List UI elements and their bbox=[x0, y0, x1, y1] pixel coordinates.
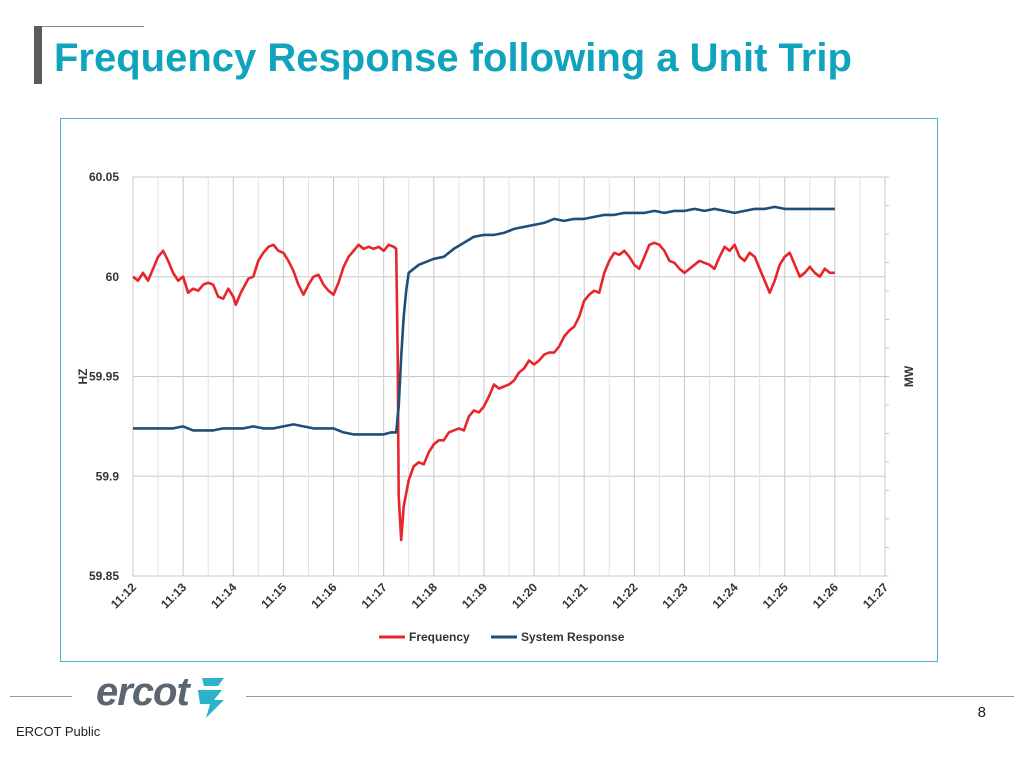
x-tick-label: 11:13 bbox=[158, 580, 189, 611]
chart-series bbox=[132, 205, 835, 542]
series-line-system-response bbox=[133, 205, 835, 436]
x-tick-label: 11:24 bbox=[710, 580, 741, 611]
footer-line-right bbox=[246, 696, 1014, 697]
page-number: 8 bbox=[977, 704, 986, 721]
y-tick-label: 59.85 bbox=[89, 569, 119, 583]
x-tick-label: 11:22 bbox=[609, 580, 640, 611]
title-topline bbox=[34, 26, 144, 27]
x-tick-label: 11:20 bbox=[509, 580, 540, 611]
logo-text: ercot bbox=[96, 670, 190, 714]
chart-frame: 60.05 60 59.95 59.9 59.85 11:12 11:13 11:14 11:1… bbox=[60, 118, 938, 662]
x-tick-label: 11:16 bbox=[309, 580, 340, 611]
y-tick-label: 60.05 bbox=[89, 170, 119, 184]
title-accent-bar bbox=[34, 26, 42, 84]
y-axis-label: HZ bbox=[76, 369, 90, 385]
x-tick-label: 11:23 bbox=[659, 580, 690, 611]
legend-label-frequency: Frequency bbox=[409, 630, 470, 644]
x-tick-label: 11:17 bbox=[359, 580, 390, 611]
chart-grid bbox=[132, 176, 886, 577]
y-tick-label: 60 bbox=[106, 270, 120, 284]
footer-line-left bbox=[10, 696, 72, 697]
y-tick-label: 59.9 bbox=[96, 469, 120, 483]
series-line-frequency bbox=[132, 241, 835, 542]
ercot-logo: ercot bbox=[96, 670, 236, 720]
x-tick-label: 11:27 bbox=[860, 580, 891, 611]
x-tick-label: 11:18 bbox=[409, 580, 440, 611]
classification-label: ERCOT Public bbox=[16, 724, 101, 739]
legend-label-system-response: System Response bbox=[521, 630, 625, 644]
y-tick-label: 59.95 bbox=[89, 370, 119, 384]
x-tick-label: 11:12 bbox=[108, 580, 139, 611]
chart-legend: Frequency System Response bbox=[379, 630, 625, 644]
lightning-mark-icon bbox=[198, 678, 224, 718]
x-tick-label: 11:14 bbox=[208, 580, 239, 611]
x-tick-label: 11:15 bbox=[258, 580, 289, 611]
slide-title: Frequency Response following a Unit Trip bbox=[54, 36, 852, 80]
x-tick-label: 11:21 bbox=[559, 580, 590, 611]
y2-axis-label: MW bbox=[902, 365, 916, 387]
x-tick-label: 11:19 bbox=[459, 580, 490, 611]
x-tick-label: 11:26 bbox=[810, 580, 841, 611]
x-tick-label: 11:25 bbox=[760, 580, 791, 611]
